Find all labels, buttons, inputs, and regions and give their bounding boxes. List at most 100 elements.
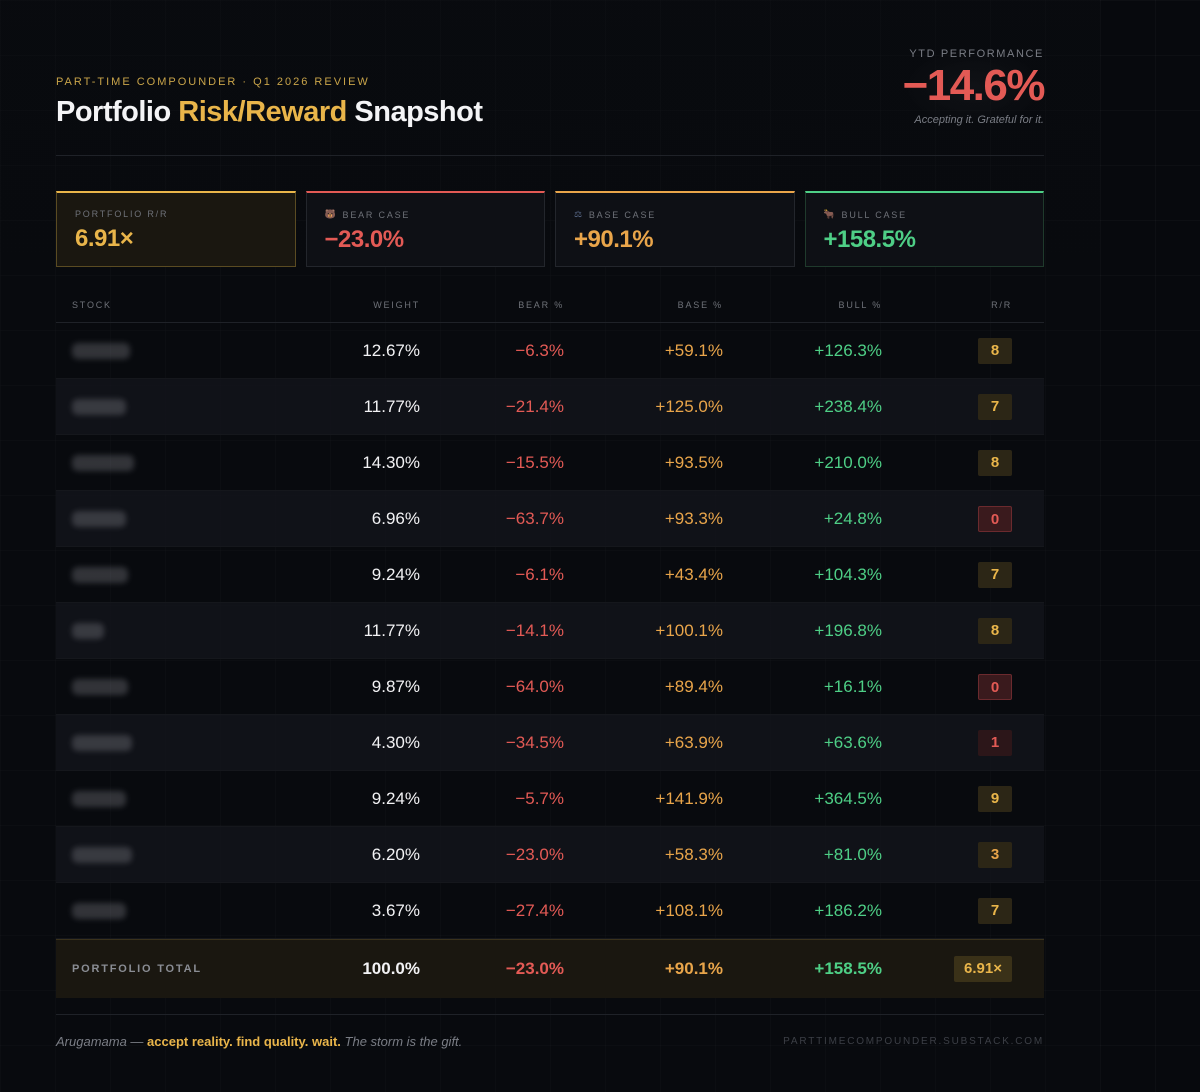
redacted-ticker (72, 735, 132, 752)
table-row[interactable]: 11.77% −14.1% +100.1% +196.8% 8 (56, 603, 1044, 659)
cell-base: +125.0% (655, 396, 723, 416)
ytd-subtitle: Accepting it. Grateful for it. (914, 114, 1044, 126)
cell-rr: 7 (882, 393, 1028, 420)
card-value: +158.5% (823, 226, 916, 253)
rr-badge: 1 (978, 729, 1012, 756)
rr-badge: 9 (978, 785, 1012, 812)
cell-bull: +126.3% (814, 340, 882, 360)
cell-weight: 6.96% (371, 508, 420, 528)
column-header-base[interactable]: BASE % (677, 300, 723, 310)
rr-badge: 7 (978, 393, 1012, 420)
card-label-text: BULL CASE (841, 209, 907, 220)
cell-bull: +16.1% (823, 676, 882, 696)
card-label: 🐻 BEAR CASE (325, 209, 527, 220)
table-row[interactable]: 6.20% −23.0% +58.3% +81.0% 3 (56, 827, 1044, 883)
rr-badge: 0 (978, 673, 1012, 700)
cell-weight: 9.24% (371, 788, 420, 808)
redacted-ticker (72, 847, 132, 864)
cell-base: +63.9% (664, 732, 723, 752)
bear-icon: 🐻 (324, 209, 338, 219)
cell-rr: 8 (882, 617, 1028, 644)
table-row[interactable]: 11.77% −21.4% +125.0% +238.4% 7 (56, 379, 1044, 435)
cell-bull: +364.5% (814, 788, 882, 808)
card-bear-case: 🐻 BEAR CASE −23.0% (305, 191, 545, 267)
scale-icon: ⚖ (574, 209, 584, 219)
cell-bear: −34.5% (505, 732, 564, 752)
table-row[interactable]: 9.87% −64.0% +89.4% +16.1% 0 (56, 659, 1044, 715)
cell-base: +108.1% (655, 900, 723, 920)
total-weight: 100.0% (362, 959, 420, 978)
cell-bear: −5.7% (515, 788, 564, 808)
holdings-table: STOCK WEIGHT BEAR % BASE % BULL % R/R 12… (56, 288, 1044, 998)
stock-name-redacted (56, 621, 288, 641)
cell-weight: 3.67% (371, 900, 420, 920)
cell-rr: 7 (882, 897, 1028, 924)
card-bull-case: 🐂 BULL CASE +158.5% (804, 191, 1044, 267)
cell-weight: 4.30% (371, 732, 420, 752)
cell-base: +100.1% (655, 620, 723, 640)
cell-bear: −6.3% (515, 340, 564, 360)
cell-weight: 11.77% (363, 620, 420, 640)
table-row[interactable]: 6.96% −63.7% +93.3% +24.8% 0 (56, 491, 1044, 547)
cell-rr: 1 (882, 729, 1028, 756)
title-accent: Risk/Reward (178, 96, 347, 128)
cell-weight: 11.77% (363, 396, 420, 416)
card-portfolio-rr: PORTFOLIO R/R 6.91× (56, 191, 296, 267)
table-row[interactable]: 14.30% −15.5% +93.5% +210.0% 8 (56, 435, 1044, 491)
stock-name-redacted (56, 509, 288, 529)
stock-name-redacted (56, 565, 288, 585)
cell-bull: +210.0% (814, 452, 882, 472)
table-body: 12.67% −6.3% +59.1% +126.3% 8 11.77% −21.4% +12… (56, 323, 1044, 939)
card-label: 🐂 BULL CASE (824, 209, 1026, 220)
stock-name-redacted (56, 677, 288, 697)
table-row[interactable]: 9.24% −6.1% +43.4% +104.3% 7 (56, 547, 1044, 603)
total-bear: −23.0% (505, 959, 564, 978)
cell-weight: 14.30% (362, 452, 420, 472)
table-row[interactable]: 4.30% −34.5% +63.9% +63.6% 1 (56, 715, 1044, 771)
column-header-bear[interactable]: BEAR % (518, 300, 564, 310)
rr-badge: 3 (978, 841, 1012, 868)
cell-bear: −64.0% (505, 676, 564, 696)
redacted-ticker (72, 399, 126, 416)
redacted-ticker (72, 903, 126, 920)
redacted-ticker (72, 455, 134, 472)
rr-badge: 8 (978, 337, 1012, 364)
redacted-ticker (72, 511, 126, 528)
table-header: STOCK WEIGHT BEAR % BASE % BULL % R/R (56, 288, 1044, 323)
rr-badge: 8 (978, 617, 1012, 644)
cell-bear: −15.5% (505, 452, 564, 472)
ytd-value: −14.6% (902, 61, 1046, 110)
footer-motto: accept reality. find quality. wait. (147, 1034, 341, 1049)
cell-bull: +186.2% (814, 900, 882, 920)
snapshot-panel: PART-TIME COMPOUNDER · Q1 2026 REVIEW Po… (56, 0, 1046, 1049)
rr-badge: 8 (978, 449, 1012, 476)
cell-rr: 0 (882, 505, 1028, 532)
table-row[interactable]: 12.67% −6.3% +59.1% +126.3% 8 (56, 323, 1044, 379)
cell-bear: −63.7% (505, 508, 564, 528)
cell-weight: 9.87% (371, 676, 420, 696)
footer-site-link[interactable]: PARTTIMECOMPOUNDER.SUBSTACK.COM (783, 1036, 1044, 1047)
cell-base: +141.9% (655, 788, 723, 808)
column-header-weight[interactable]: WEIGHT (373, 300, 420, 310)
column-header-stock[interactable]: STOCK (72, 300, 112, 310)
portfolio-total-row: PORTFOLIO TOTAL 100.0% −23.0% +90.1% +15… (56, 939, 1044, 998)
stock-name-redacted (56, 789, 288, 809)
table-row[interactable]: 3.67% −27.4% +108.1% +186.2% 7 (56, 883, 1044, 939)
total-rr-badge: 6.91× (954, 956, 1012, 982)
footer-dash: — (126, 1034, 148, 1049)
stock-name-redacted (56, 901, 288, 921)
total-rr: 6.91× (882, 956, 1028, 982)
card-base-case: ⚖ BASE CASE +90.1% (555, 191, 795, 267)
bull-icon: 🐂 (823, 209, 837, 219)
eyebrow: PART-TIME COMPOUNDER · Q1 2026 REVIEW (56, 76, 370, 88)
cell-bear: −6.1% (515, 564, 564, 584)
table-row[interactable]: 9.24% −5.7% +141.9% +364.5% 9 (56, 771, 1044, 827)
card-label-text: PORTFOLIO R/R (75, 209, 169, 219)
page-title: Portfolio Risk/Reward Snapshot (56, 96, 483, 129)
stock-name-redacted (56, 733, 288, 753)
column-header-bull[interactable]: BULL % (838, 300, 882, 310)
cell-bull: +196.8% (814, 620, 882, 640)
redacted-ticker (72, 567, 128, 584)
cell-bull: +24.8% (823, 508, 882, 528)
column-header-rr[interactable]: R/R (991, 300, 1012, 310)
